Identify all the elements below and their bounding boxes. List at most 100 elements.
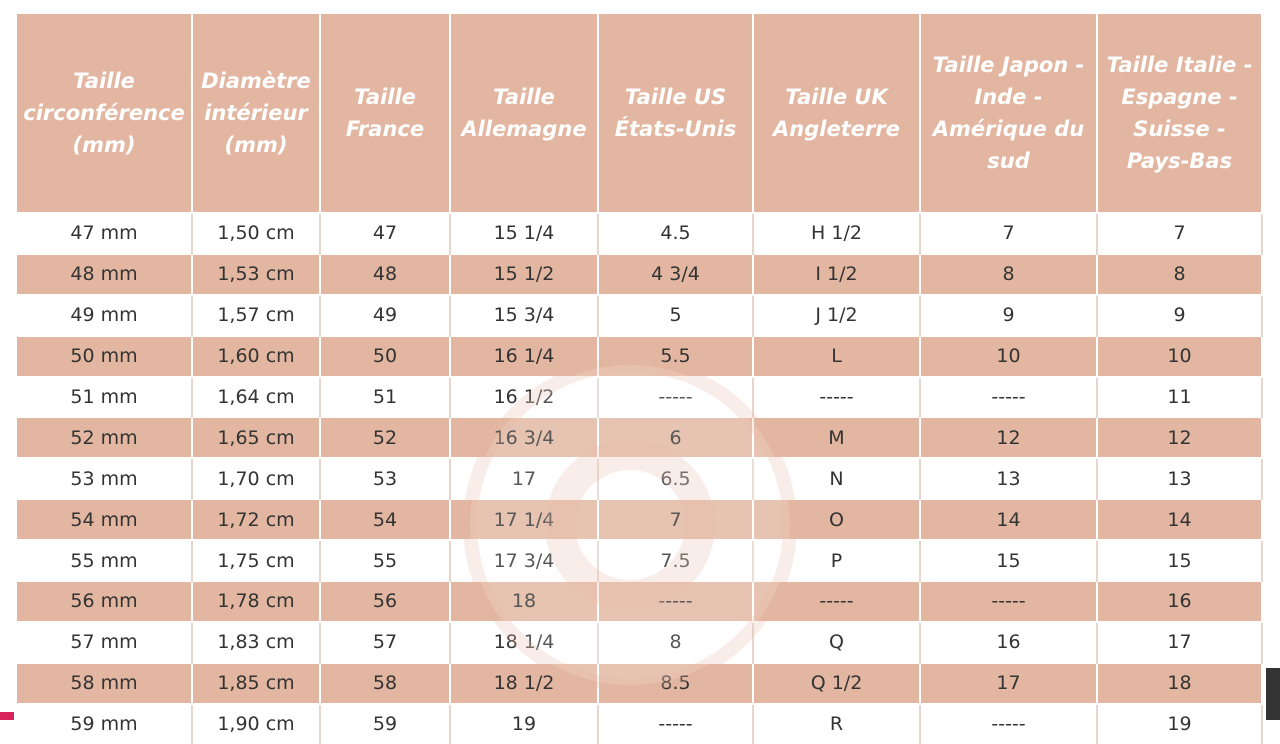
column-header: Taille US États-Unis [598,14,754,213]
table-cell: 14 [1097,498,1263,541]
table-row: 47 mm 1,50 cm 47 15 1/4 4.5 H 1/2 7 7 [17,212,1263,254]
table-cell: 12 [920,416,1098,459]
table-cell: 17 1/4 [450,498,599,541]
table-cell: 52 [320,416,451,459]
table-cell: 47 [320,212,451,254]
column-header: Taille circonférence (mm) [17,14,193,213]
table-cell: 7 [1097,212,1263,254]
table-cell: 1,70 cm [192,457,321,500]
table-cell: 16 1/4 [450,334,599,377]
table-cell: I 1/2 [753,252,921,295]
table-cell: 1,85 cm [192,661,321,704]
column-header: Taille Allemagne [450,14,599,213]
table-cell: 50 [320,334,451,377]
table-cell: 1,64 cm [192,375,321,418]
table-cell: R [753,702,921,744]
table-cell: 47 mm [17,212,193,254]
table-cell: 1,65 cm [192,416,321,459]
table-cell: 54 [320,498,451,541]
table-cell: ----- [920,580,1098,622]
table-row: 48 mm 1,53 cm 48 15 1/2 4 3/4 I 1/2 8 8 [17,252,1263,295]
decor-bar [1266,668,1280,720]
table-cell: 58 mm [17,661,193,704]
table-row: 55 mm 1,75 cm 55 17 3/4 7.5 P 15 15 [17,539,1263,582]
table-row: 51 mm 1,64 cm 51 16 1/2 ----- ----- ----- 11 [17,375,1263,418]
table-cell: 16 [920,620,1098,663]
table-row: 54 mm 1,72 cm 54 17 1/4 7 O 14 14 [17,498,1263,541]
table-cell: H 1/2 [753,212,921,254]
table-cell: 55 mm [17,539,193,582]
table-row: 52 mm 1,65 cm 52 16 3/4 6 M 12 12 [17,416,1263,459]
table-cell: 19 [450,702,599,744]
table-row: 53 mm 1,70 cm 53 17 6.5 N 13 13 [17,457,1263,500]
table-cell: 1,75 cm [192,539,321,582]
table-cell: ----- [598,375,754,418]
table-cell: 9 [920,293,1098,336]
table-cell: ----- [920,375,1098,418]
table-cell: 17 [450,457,599,500]
table-cell: 57 [320,620,451,663]
table-cell: 16 1/2 [450,375,599,418]
table-cell: 6 [598,416,754,459]
table-cell: 10 [1097,334,1263,377]
table-cell: 12 [1097,416,1263,459]
table-row: 57 mm 1,83 cm 57 18 1/4 8 Q 16 17 [17,620,1263,663]
table-cell: 15 [1097,539,1263,582]
table-cell: 19 [1097,702,1263,744]
table-cell: 58 [320,661,451,704]
table-cell: 15 [920,539,1098,582]
table-cell: 53 [320,457,451,500]
table-cell: 8.5 [598,661,754,704]
table-cell: P [753,539,921,582]
table-cell: 4.5 [598,212,754,254]
table-cell: 8 [1097,252,1263,295]
table-cell: L [753,334,921,377]
table-row: 50 mm 1,60 cm 50 16 1/4 5.5 L 10 10 [17,334,1263,377]
page: Taille circonférence (mm) Diamètre intéri… [0,14,1280,744]
table-cell: 16 [1097,580,1263,622]
table-cell: 51 mm [17,375,193,418]
table-cell: J 1/2 [753,293,921,336]
table-cell: 13 [1097,457,1263,500]
table-cell: 1,57 cm [192,293,321,336]
table-cell: N [753,457,921,500]
table-cell: 49 mm [17,293,193,336]
table-cell: 59 [320,702,451,744]
table-cell: 17 [920,661,1098,704]
table-cell: 1,78 cm [192,580,321,622]
table-cell: 18 1/4 [450,620,599,663]
table-row: 59 mm 1,90 cm 59 19 ----- R ----- 19 [17,702,1263,744]
table-cell: 7.5 [598,539,754,582]
table-cell: 49 [320,293,451,336]
table-cell: 16 3/4 [450,416,599,459]
table-cell: 8 [920,252,1098,295]
table-cell: 14 [920,498,1098,541]
table-cell: 18 [1097,661,1263,704]
table-cell: ----- [598,702,754,744]
table-cell: 51 [320,375,451,418]
table-cell: 54 mm [17,498,193,541]
table-cell: 48 [320,252,451,295]
table-cell: 15 1/2 [450,252,599,295]
table-row: 56 mm 1,78 cm 56 18 ----- ----- ----- 16 [17,580,1263,622]
table-cell: 50 mm [17,334,193,377]
column-header: Taille Japon - Inde - Amérique du sud [920,14,1098,213]
table-cell: ----- [753,580,921,622]
table-cell: 7 [598,498,754,541]
table-cell: 9 [1097,293,1263,336]
table-cell: 7 [920,212,1098,254]
table-cell: 59 mm [17,702,193,744]
table-cell: 1,72 cm [192,498,321,541]
table-row: 58 mm 1,85 cm 58 18 1/2 8.5 Q 1/2 17 18 [17,661,1263,704]
table-cell: Q [753,620,921,663]
table-cell: 5 [598,293,754,336]
table-cell: 1,90 cm [192,702,321,744]
column-header: Taille UK Angleterre [753,14,921,213]
table-cell: 1,50 cm [192,212,321,254]
table-cell: 17 3/4 [450,539,599,582]
table-cell: 18 1/2 [450,661,599,704]
table-cell: 13 [920,457,1098,500]
table-cell: 5.5 [598,334,754,377]
table-cell: ----- [920,702,1098,744]
table-cell: Q 1/2 [753,661,921,704]
